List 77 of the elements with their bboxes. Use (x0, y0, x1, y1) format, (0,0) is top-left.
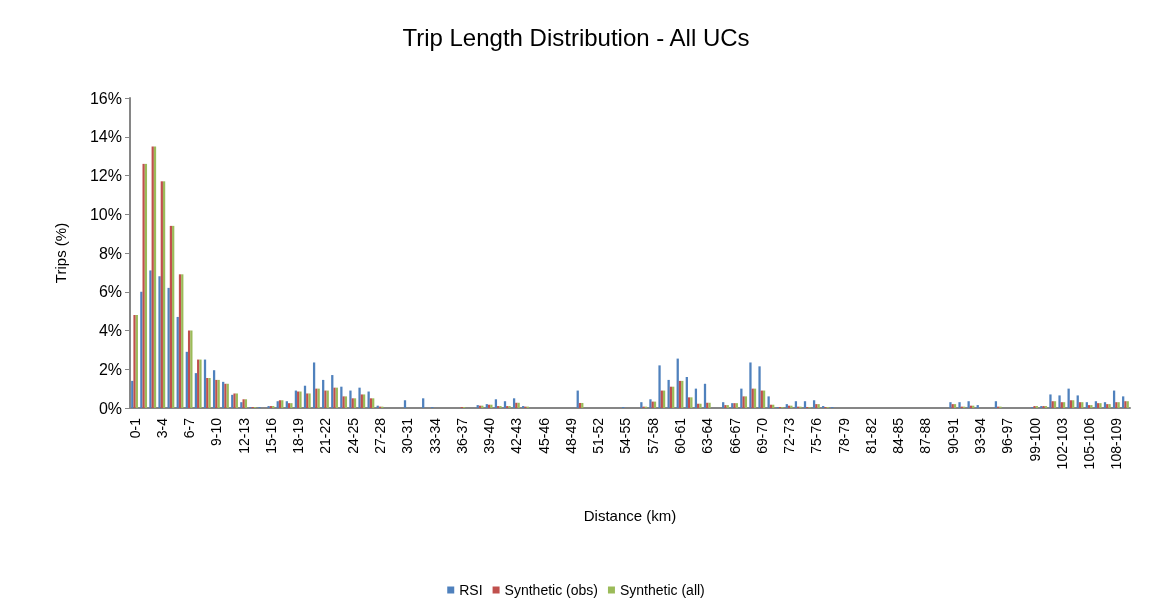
bar (494, 399, 498, 408)
bar (340, 386, 343, 408)
x-tick-label: 78-79 (835, 417, 852, 454)
y-tick-label: 16% (89, 89, 122, 107)
x-tick-label: 60-61 (672, 417, 688, 454)
x-tick-label: 102-103 (1053, 417, 1070, 470)
x-tick-label: 63-64 (699, 417, 716, 454)
x-tick-label: 81-82 (862, 417, 879, 454)
bar (994, 401, 998, 408)
x-tick-label: 3-4 (153, 417, 170, 439)
x-tick-label: 33-34 (426, 417, 443, 454)
x-tick-label: 18-19 (290, 417, 307, 454)
x-tick-label: 57-58 (644, 417, 661, 454)
x-tick-label: 66-67 (726, 417, 743, 454)
legend-label: RSI (459, 582, 483, 598)
chart-title: Trip Length Distribution - All UCs (402, 23, 750, 51)
x-tick-label: 21-22 (317, 417, 334, 454)
x-tick-label: 99-100 (1026, 417, 1043, 462)
bar (1058, 395, 1061, 408)
y-axis-title: Trips (%) (52, 222, 69, 284)
x-tick-label: 27-28 (372, 417, 388, 454)
y-tick-label: 12% (89, 167, 122, 184)
bar (767, 396, 770, 408)
bar (740, 388, 743, 408)
x-tick-label: 36-37 (453, 417, 470, 454)
x-tick-label: 12-13 (235, 417, 252, 454)
bar (803, 401, 807, 408)
bar (422, 398, 425, 408)
x-tick-label: 96-97 (999, 417, 1016, 454)
x-tick-label: 15-16 (262, 417, 279, 454)
x-tick-label: 51-52 (590, 417, 607, 454)
bar (1122, 396, 1125, 408)
legend-label: Synthetic (all) (619, 582, 705, 598)
x-tick-label: 84-85 (890, 417, 907, 454)
x-axis-title: Distance (km) (583, 507, 677, 524)
y-tick-label: 2% (98, 360, 122, 378)
bar (958, 402, 961, 408)
x-tick-label: 39-40 (481, 417, 498, 454)
y-tick-label: 8% (98, 244, 122, 262)
x-tick-label: 9-10 (208, 417, 225, 447)
x-tick-label: 45-46 (535, 417, 552, 454)
x-tick-label: 42-43 (508, 417, 525, 454)
bar (140, 291, 143, 408)
bar (640, 402, 643, 408)
x-tick-label: 108-109 (1108, 417, 1125, 470)
bar (349, 390, 352, 408)
bar (967, 401, 970, 408)
bar (358, 387, 361, 408)
x-tick-label: 54-55 (617, 417, 634, 454)
x-tick-label: 6-7 (181, 417, 198, 439)
x-tick-label: 90-91 (944, 417, 961, 454)
bar (794, 401, 798, 408)
bar (1076, 395, 1079, 408)
bar (758, 366, 761, 408)
x-tick-label: 48-49 (562, 417, 579, 454)
x-tick-label: 69-70 (753, 417, 770, 454)
y-tick-label: 4% (98, 322, 122, 339)
x-tick-label: 30-31 (399, 417, 416, 454)
bar (512, 398, 516, 408)
x-tick-label: 93-94 (972, 417, 988, 454)
x-tick-label: 75-76 (808, 417, 825, 454)
x-tick-label: 87-88 (917, 417, 934, 454)
bar (749, 362, 752, 408)
x-tick-label: 24-25 (344, 417, 361, 454)
x-tick-label: 105-106 (1081, 417, 1098, 470)
bar (158, 276, 161, 408)
x-tick-label: 72-73 (781, 417, 798, 454)
bar (1049, 394, 1052, 408)
legend-label: Synthetic (obs) (504, 582, 598, 598)
y-tick-label: 14% (89, 128, 122, 146)
y-tick-label: 0% (98, 399, 122, 417)
bar (658, 365, 661, 408)
y-tick-label: 10% (89, 205, 122, 223)
x-tick-label: 0-1 (126, 417, 143, 439)
y-tick-label: 6% (98, 283, 122, 301)
bar (149, 270, 152, 408)
bar (503, 401, 507, 408)
